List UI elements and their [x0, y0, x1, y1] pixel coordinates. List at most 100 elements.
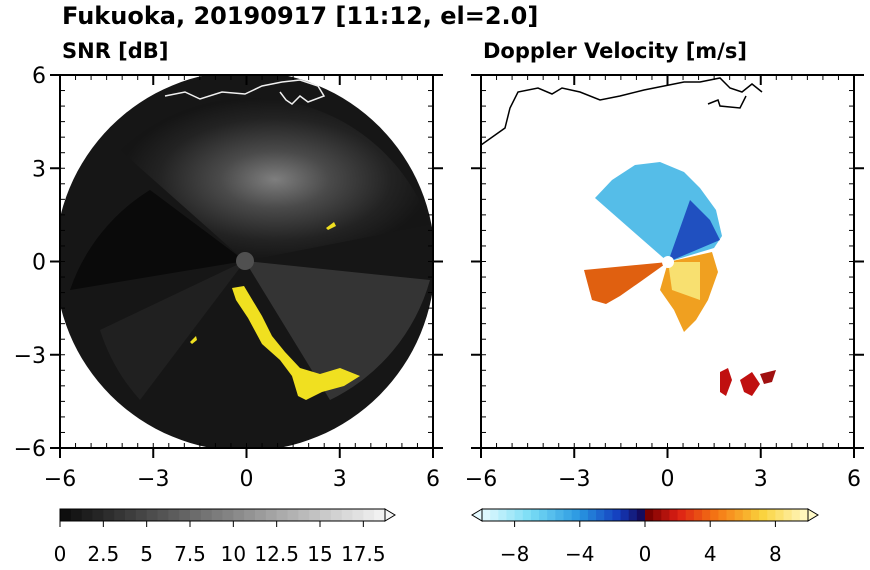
colorbar-cell: [759, 509, 768, 521]
snr-coastline: [164, 79, 326, 105]
colorbar-cell: [125, 509, 137, 521]
colorbar-cell: [539, 509, 548, 521]
colorbar-tick-label: 17.5: [341, 542, 386, 566]
colorbar-cell: [374, 509, 386, 521]
colorbar-cell: [571, 509, 581, 521]
colorbar-cell: [309, 509, 321, 521]
doppler-echo-2: [740, 372, 760, 396]
colorbar-cell: [146, 509, 158, 521]
colorbar-cell: [530, 509, 540, 521]
colorbar-cell: [563, 509, 573, 521]
colorbar-extend-min: [471, 508, 483, 522]
colorbar-cell: [799, 509, 809, 521]
colorbar-tick-label: 0: [639, 542, 652, 566]
y-tick-label: 6: [32, 64, 46, 89]
y-tick-label: −6: [14, 437, 46, 462]
colorbar-cell: [653, 509, 662, 521]
colorbar-cell: [547, 509, 556, 521]
colorbar-cell: [211, 509, 223, 521]
colorbar-cell: [157, 509, 169, 521]
colorbar-tick-label: −8: [500, 542, 529, 566]
colorbar-cell: [255, 509, 267, 521]
colorbar-cell: [135, 509, 148, 521]
snr-echo-band: [232, 286, 360, 400]
x-tick-label: 6: [426, 467, 440, 492]
doppler-outbound-west: [584, 262, 668, 304]
y-tick-label: 0: [32, 251, 46, 276]
doppler-plot-area: [481, 77, 776, 396]
doppler-axes: −6 −3 0 3 6: [465, 74, 864, 492]
snr-panel: −6 −3 0 3 6 6 3 0 −3 −6: [14, 64, 443, 492]
colorbar-extend-max: [384, 508, 396, 522]
colorbar-cell: [726, 509, 736, 521]
snr-echo-dot: [190, 336, 197, 344]
snr-blocked-sector: [70, 190, 245, 290]
snr-mid-sector: [245, 261, 430, 400]
x-tick-label: 3: [333, 467, 347, 492]
snr-panel-title: SNR [dB]: [62, 39, 168, 63]
colorbar-frame: [59, 508, 386, 522]
doppler-coastline: [481, 77, 763, 146]
colorbar-cell: [628, 509, 638, 521]
x-tick-label: −6: [465, 467, 497, 492]
colorbar-cell: [363, 509, 375, 521]
colorbar-cell: [669, 509, 679, 521]
colorbar-cell: [596, 509, 605, 521]
colorbar-tick-label: 2.5: [87, 542, 119, 566]
colorbar-cell: [320, 509, 332, 521]
colorbar-tick-label: 8: [769, 542, 782, 566]
doppler-outbound-core: [668, 262, 700, 300]
doppler-panel-title: Doppler Velocity [m/s]: [483, 39, 747, 63]
colorbar-cell: [742, 509, 752, 521]
colorbar-cell: [783, 509, 793, 521]
colorbar-tick-label: 4: [704, 542, 717, 566]
colorbar-cell: [767, 509, 776, 521]
colorbar-cell: [702, 509, 711, 521]
colorbar-cell: [661, 509, 670, 521]
colorbar-cell: [775, 509, 785, 521]
colorbar-cell: [718, 509, 727, 521]
colorbar-cell: [734, 509, 744, 521]
colorbar-cell: [612, 509, 622, 521]
colorbar-cell: [750, 509, 760, 521]
colorbar-cell: [685, 509, 695, 521]
x-tick-label: −3: [137, 467, 169, 492]
x-tick-label: 0: [661, 467, 675, 492]
colorbar-cell: [636, 509, 646, 521]
x-tick-label: 0: [240, 467, 254, 492]
colorbar-cell: [555, 509, 564, 521]
colorbar-cell: [710, 509, 719, 521]
colorbar-tick-label: 12.5: [254, 542, 299, 566]
colorbar-cell: [352, 509, 364, 521]
colorbar-extend-max: [807, 508, 819, 522]
snr-bright-sector: [120, 97, 430, 261]
colorbar-cell: [522, 509, 532, 521]
colorbar-cell: [506, 509, 516, 521]
colorbar-cell: [330, 509, 343, 521]
colorbar-cell: [114, 509, 126, 521]
colorbar-cell: [620, 509, 630, 521]
colorbar-cell: [341, 509, 353, 521]
colorbar-cell: [92, 509, 104, 521]
y-tick-label: −3: [14, 344, 46, 369]
colorbar-cell: [60, 509, 72, 521]
colorbar-cell: [265, 509, 278, 521]
snr-radar-center: [236, 252, 254, 270]
colorbar-cell: [645, 509, 654, 521]
doppler-echo-3: [760, 370, 776, 384]
colorbar-cell: [244, 509, 256, 521]
snr-dark-sector: [100, 261, 245, 400]
colorbar-tick-label: 5: [140, 542, 153, 566]
colorbar-cell: [200, 509, 213, 521]
colorbar-cell: [579, 509, 589, 521]
snr-echo-small: [326, 222, 336, 230]
colorbar-cell: [498, 509, 507, 521]
colorbar-cell: [222, 509, 234, 521]
colorbar-cell: [70, 509, 83, 521]
colorbar-cell: [179, 509, 191, 521]
doppler-panel: −6 −3 0 3 6: [465, 74, 864, 492]
doppler-colorbar: −8 −4 0 4 8: [471, 508, 819, 566]
colorbar-cell: [287, 509, 299, 521]
colorbar-cell: [190, 509, 202, 521]
